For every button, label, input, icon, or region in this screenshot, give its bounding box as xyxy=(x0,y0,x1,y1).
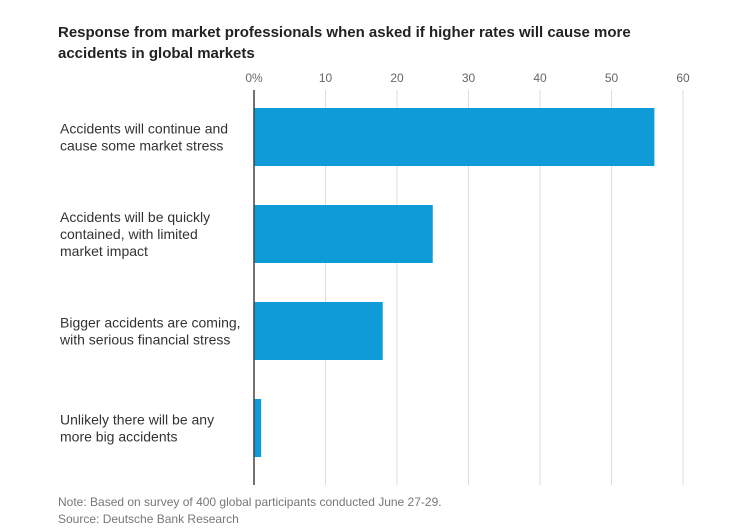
bar xyxy=(254,108,655,166)
category-label: Bigger accidents are coming, with serious… xyxy=(59,315,241,348)
category-labels: Accidents will continue and cause some ma… xyxy=(59,121,241,445)
category-label: Unlikely there will be any more big accid… xyxy=(60,412,214,445)
x-tick-label: 60 xyxy=(676,71,690,85)
chart-title: Response from market professionals when … xyxy=(58,24,631,62)
x-tick-label: 40 xyxy=(533,71,547,85)
x-tick-label: 10 xyxy=(319,71,333,85)
bar xyxy=(254,205,433,263)
x-tick-label: 0% xyxy=(245,71,263,85)
x-tick-label: 30 xyxy=(462,71,476,85)
category-label: Accidents will be quickly contained, with… xyxy=(60,209,210,259)
x-tick-label: 20 xyxy=(390,71,404,85)
bars xyxy=(254,108,655,457)
x-tick-label: 50 xyxy=(605,71,619,85)
bar xyxy=(254,302,383,360)
axes: 0% 10 20 30 40 50 60 xyxy=(245,71,690,485)
bar-chart: 0% 10 20 30 40 50 60 Accidents will continue a… xyxy=(59,71,690,485)
source-note: Source: Deutsche Bank Research xyxy=(58,512,239,526)
footnote: Note: Based on survey of 400 global part… xyxy=(58,495,442,509)
bar xyxy=(254,399,262,457)
category-label: Accidents will continue and cause some ma… xyxy=(60,121,228,154)
